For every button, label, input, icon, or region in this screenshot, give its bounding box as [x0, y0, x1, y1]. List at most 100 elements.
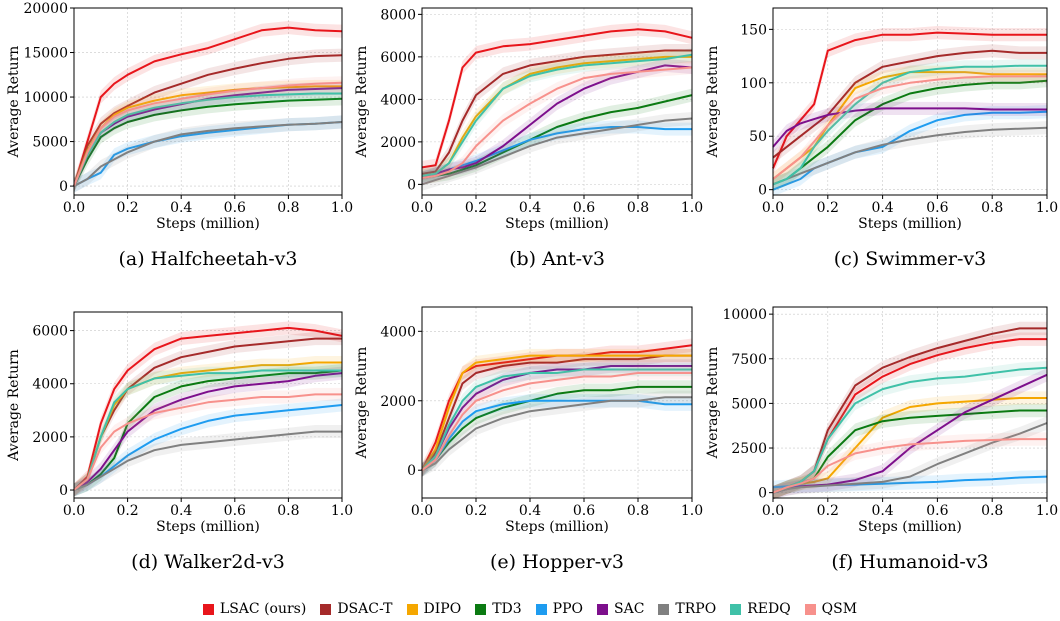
legend: LSAC (ours) DSAC-T DIPO TD3 PPO SAC TRPO REDQ QS…	[0, 598, 1060, 620]
x-axis-label: Steps (million)	[156, 519, 260, 535]
x-tick-label: 0.8	[277, 503, 299, 519]
x-tick-label: 0.8	[981, 200, 1003, 216]
plot-frame	[772, 7, 1048, 196]
y-axis-label: Average Return	[705, 347, 721, 460]
series-band	[74, 92, 342, 193]
series-line	[73, 54, 343, 187]
panel-caption: (c) Swimmer-v3	[834, 248, 986, 270]
chart-panel: 0.0 0.2 0.4 0.6 0.8 1.0 0 2000 4000 6000 Steps (mi…	[6, 311, 353, 573]
series-band	[74, 48, 342, 193]
panel-caption: (d) Walker2d-v3	[131, 551, 285, 573]
legend-label: TRPO	[675, 601, 717, 617]
series-band	[773, 416, 1047, 500]
series-line	[73, 430, 342, 491]
y-tick-label: 2000	[380, 135, 416, 151]
series-band	[74, 363, 342, 497]
series-band	[422, 22, 692, 174]
y-tick-label: 0	[59, 179, 68, 195]
series-line	[772, 110, 1048, 191]
x-tick-label: 0.6	[573, 503, 595, 519]
series-band	[422, 348, 692, 477]
x-tick-label: 0.0	[411, 200, 433, 216]
x-tick-label: 0.0	[63, 200, 85, 216]
series-band	[74, 21, 342, 193]
y-tick-label: 7500	[731, 352, 767, 368]
series-group	[772, 26, 1048, 197]
series-line	[772, 49, 1047, 159]
series-line	[73, 92, 342, 187]
series-band	[773, 361, 1047, 500]
x-tick-label: 0.4	[519, 200, 541, 216]
x-tick-label: 0.2	[817, 200, 839, 216]
legend-label: QSM	[821, 601, 858, 617]
legend-label: PPO	[552, 601, 583, 617]
series-band	[773, 403, 1047, 500]
series-band	[422, 366, 692, 477]
legend-swatch	[475, 603, 487, 615]
series-group	[73, 21, 343, 193]
x-tick-label: 1.0	[1036, 503, 1058, 519]
series-band	[422, 362, 692, 477]
x-tick-label: 1.0	[331, 503, 353, 519]
x-tick-label: 0.2	[817, 503, 839, 519]
legend-swatch	[320, 603, 332, 615]
plot-frame	[421, 7, 693, 196]
legend-item: REDQ	[730, 601, 791, 617]
series-band	[422, 394, 692, 477]
legend-item: TD3	[475, 601, 522, 617]
y-axis-label: Average Return	[705, 46, 721, 159]
legend-label: DSAC-T	[337, 601, 393, 617]
y-tick-label: 2500	[731, 441, 767, 457]
series-band	[74, 76, 342, 193]
series-group	[421, 338, 693, 477]
series-line	[772, 107, 1047, 148]
x-tick-label: 0.2	[116, 200, 138, 216]
y-tick-label: 0	[407, 177, 416, 193]
x-tick-label: 0.6	[224, 503, 246, 519]
series-band	[773, 105, 1047, 197]
series-band	[74, 86, 342, 193]
chart-panel: 0.0 0.2 0.4 0.6 0.8 1.0 0 2000 4000 6000 8000 Steps…	[354, 7, 703, 270]
series-band	[422, 48, 692, 183]
plot-frame	[421, 306, 693, 499]
legend-swatch	[658, 603, 670, 615]
y-tick-label: 10000	[722, 307, 767, 323]
legend-item: DSAC-T	[320, 601, 393, 617]
panel-caption: (f) Humanoid-v3	[831, 551, 988, 573]
panel-caption: (e) Hopper-v3	[490, 551, 624, 573]
x-tick-label: 0.6	[224, 200, 246, 216]
x-axis-label: Steps (million)	[858, 519, 962, 535]
legend-swatch	[535, 603, 547, 615]
y-tick-label: 4000	[380, 324, 416, 340]
x-tick-label: 1.0	[331, 200, 353, 216]
series-band	[74, 79, 342, 193]
legend-label: SAC	[614, 601, 645, 617]
legend-swatch	[202, 603, 214, 615]
series-group	[73, 321, 343, 497]
y-tick-label: 2000	[380, 394, 416, 410]
legend-label: TD3	[492, 601, 522, 617]
y-tick-label: 5000	[731, 396, 767, 412]
series-band	[773, 74, 1047, 191]
y-tick-label: 0	[758, 486, 767, 502]
y-tick-label: 4000	[380, 92, 416, 108]
x-tick-label: 1.0	[1036, 200, 1058, 216]
legend-item: SAC	[597, 601, 644, 617]
legend-label: LSAC (ours)	[219, 601, 307, 617]
y-tick-label: 5000	[32, 135, 68, 151]
legend-swatch	[730, 603, 742, 615]
x-tick-label: 0.2	[465, 503, 487, 519]
series-line	[772, 31, 1047, 169]
chart-panel: 0.0 0.2 0.4 0.6 0.8 1.0 0 50 100 150 Steps (millio…	[705, 7, 1058, 270]
series-band	[74, 81, 342, 193]
y-tick-label: 0	[758, 183, 767, 199]
legend-swatch	[804, 603, 816, 615]
x-tick-label: 1.0	[681, 503, 703, 519]
series-line	[421, 396, 692, 472]
x-tick-label: 1.0	[681, 200, 703, 216]
series-line	[421, 66, 693, 179]
legend-swatch	[406, 603, 418, 615]
series-line	[73, 97, 343, 187]
y-tick-label: 150	[740, 22, 767, 38]
y-tick-label: 2000	[32, 430, 68, 446]
